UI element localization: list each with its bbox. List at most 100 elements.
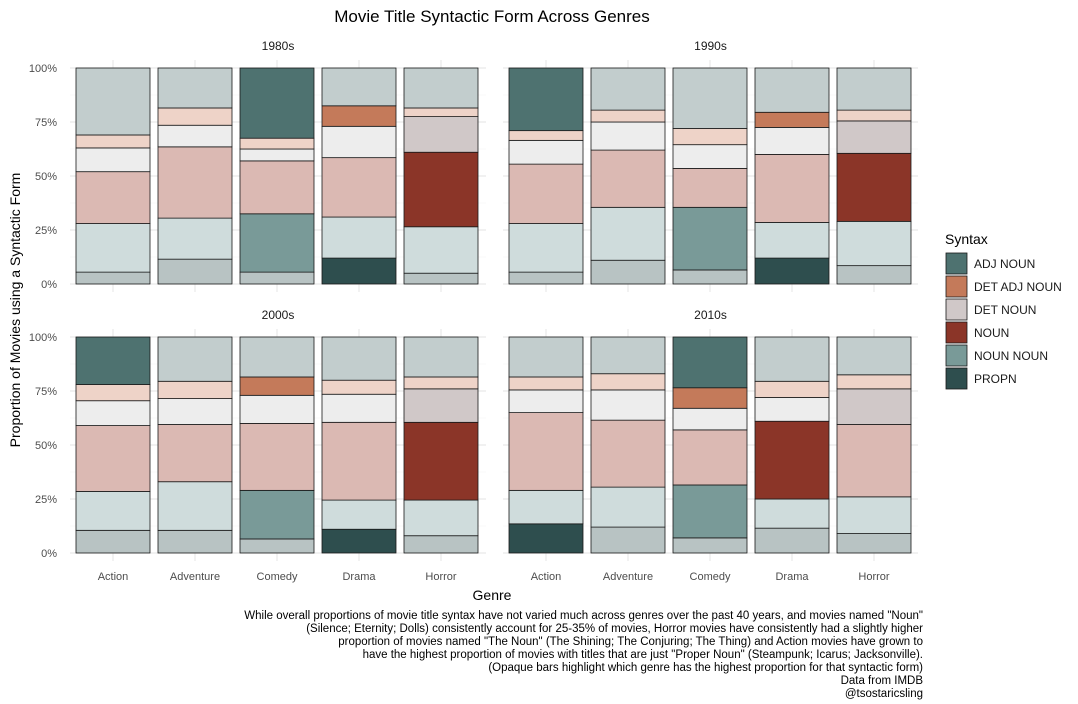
bar-segment-other	[590, 526, 666, 554]
y-tick-label: 100%	[29, 332, 57, 344]
bar-segment-noun-noun	[836, 220, 912, 267]
x-tick-label: Comedy	[257, 571, 298, 583]
bar-segment-other	[403, 272, 479, 285]
bar-segment-noun-noun	[157, 481, 233, 531]
bar-segment-noun-noun	[672, 206, 748, 271]
bar-segment-adj-noun	[672, 67, 748, 129]
legend-label: PROPN	[974, 372, 1017, 386]
bar-action	[75, 336, 151, 554]
bar-segment-noun-noun	[590, 486, 666, 528]
bar-segment-noun-noun	[321, 499, 397, 530]
bar-segment-det-adj-noun	[75, 384, 151, 402]
bar-segment-det-noun	[321, 393, 397, 423]
chart-title: Movie Title Syntactic Form Across Genres	[334, 7, 650, 26]
bar-segment-adj-noun	[672, 336, 748, 389]
bar-segment-det-noun	[157, 398, 233, 425]
bar-segment-det-noun	[508, 139, 584, 165]
bar-segment-det-noun	[672, 144, 748, 169]
facet-panel-1990s: 1990s	[503, 39, 918, 292]
bar-segment-noun	[508, 163, 584, 224]
x-tick-label: Adventure	[170, 571, 220, 583]
bar-segment-det-noun	[75, 147, 151, 173]
legend-item-propn: PROPN	[945, 367, 1017, 390]
bar-segment-other	[157, 529, 233, 554]
bar-segment-adj-noun	[321, 67, 397, 107]
bar-segment-noun	[754, 420, 830, 500]
facet-strip-label: 2010s	[694, 308, 727, 322]
y-tick-label: 25%	[35, 225, 57, 237]
bar-segment-adj-noun	[239, 336, 315, 378]
bar-segment-other	[672, 537, 748, 554]
bar-segment-other	[590, 259, 666, 285]
bar-segment-noun	[239, 422, 315, 491]
bar-segment-det-noun	[239, 394, 315, 424]
bar-segment-det-noun	[590, 121, 666, 151]
bar-segment-adj-noun	[75, 67, 151, 136]
bar-segment-noun	[836, 424, 912, 498]
bar-segment-other	[508, 271, 584, 285]
caption-line: have the highest proportion of movies wi…	[363, 649, 923, 661]
bar-action	[508, 67, 584, 285]
bar-segment-adj-noun	[590, 336, 666, 375]
x-tick-label: Drama	[342, 571, 376, 583]
bar-drama	[754, 336, 830, 554]
bar-segment-det-adj-noun	[508, 130, 584, 141]
bar-segment-adj-noun	[239, 67, 315, 139]
legend-swatch	[945, 367, 968, 390]
bar-segment-noun	[403, 151, 479, 228]
bar-segment-det-noun	[590, 389, 666, 421]
bar-segment-other	[403, 535, 479, 554]
bar-segment-det-adj-noun	[157, 380, 233, 399]
bar-segment-adj-noun	[836, 67, 912, 111]
bar-segment-noun	[157, 424, 233, 483]
bar-segment-adj-noun	[590, 67, 666, 111]
legend-item-det-adj-noun: DET ADJ NOUN	[945, 275, 1062, 298]
bar-segment-det-adj-noun	[672, 128, 748, 146]
bar-segment-det-adj-noun	[403, 107, 479, 117]
bar-segment-noun-noun	[403, 226, 479, 274]
bar-segment-det-noun	[403, 388, 479, 423]
bar-segment-noun	[754, 153, 830, 223]
bar-segment-det-adj-noun	[239, 376, 315, 396]
bar-segment-det-noun	[672, 407, 748, 431]
bar-segment-adj-noun	[75, 336, 151, 385]
legend-label: NOUN	[974, 326, 1009, 340]
bar-adventure	[590, 67, 666, 285]
bar-segment-noun-noun	[75, 223, 151, 273]
bar-segment-det-noun	[508, 389, 584, 414]
y-tick-label: 0%	[41, 279, 57, 291]
legend-label: ADJ NOUN	[974, 257, 1035, 271]
bar-adventure	[157, 336, 233, 554]
x-axis-title: Genre	[473, 587, 512, 603]
y-tick-label: 75%	[35, 386, 57, 398]
caption-line: proportion of movies named "The Noun" (T…	[338, 636, 923, 648]
x-tick-label: Action	[98, 571, 129, 583]
bar-segment-noun-noun	[157, 217, 233, 260]
y-tick-label: 25%	[35, 494, 57, 506]
bar-drama	[321, 336, 397, 554]
x-tick-label: Horror	[858, 571, 890, 583]
legend-swatch	[945, 321, 968, 344]
bar-comedy	[239, 67, 315, 285]
bar-horror	[403, 336, 479, 554]
bar-segment-det-noun	[403, 116, 479, 153]
legend-label: DET NOUN	[974, 303, 1036, 317]
bar-drama	[321, 67, 397, 285]
bar-segment-det-adj-noun	[239, 137, 315, 150]
bar-segment-other	[754, 527, 830, 554]
bar-segment-other	[836, 265, 912, 285]
bar-segment-other	[75, 271, 151, 285]
bar-segment-noun	[75, 171, 151, 224]
legend-swatch	[945, 275, 968, 298]
bar-action	[508, 336, 584, 554]
x-tick-label: Comedy	[690, 571, 731, 583]
bar-segment-det-adj-noun	[590, 373, 666, 391]
bar-segment-det-adj-noun	[836, 109, 912, 122]
bar-segment-other	[157, 258, 233, 285]
bar-segment-other	[836, 533, 912, 554]
bar-segment-det-adj-noun	[403, 376, 479, 390]
bar-segment-det-noun	[754, 397, 830, 422]
facet-panels: 1980s 0% 25% 50% 75% 100% 1990s 2000s 0% 25% 50% 75…	[29, 39, 918, 583]
bar-segment-noun	[508, 412, 584, 491]
legend-label: DET ADJ NOUN	[974, 280, 1062, 294]
